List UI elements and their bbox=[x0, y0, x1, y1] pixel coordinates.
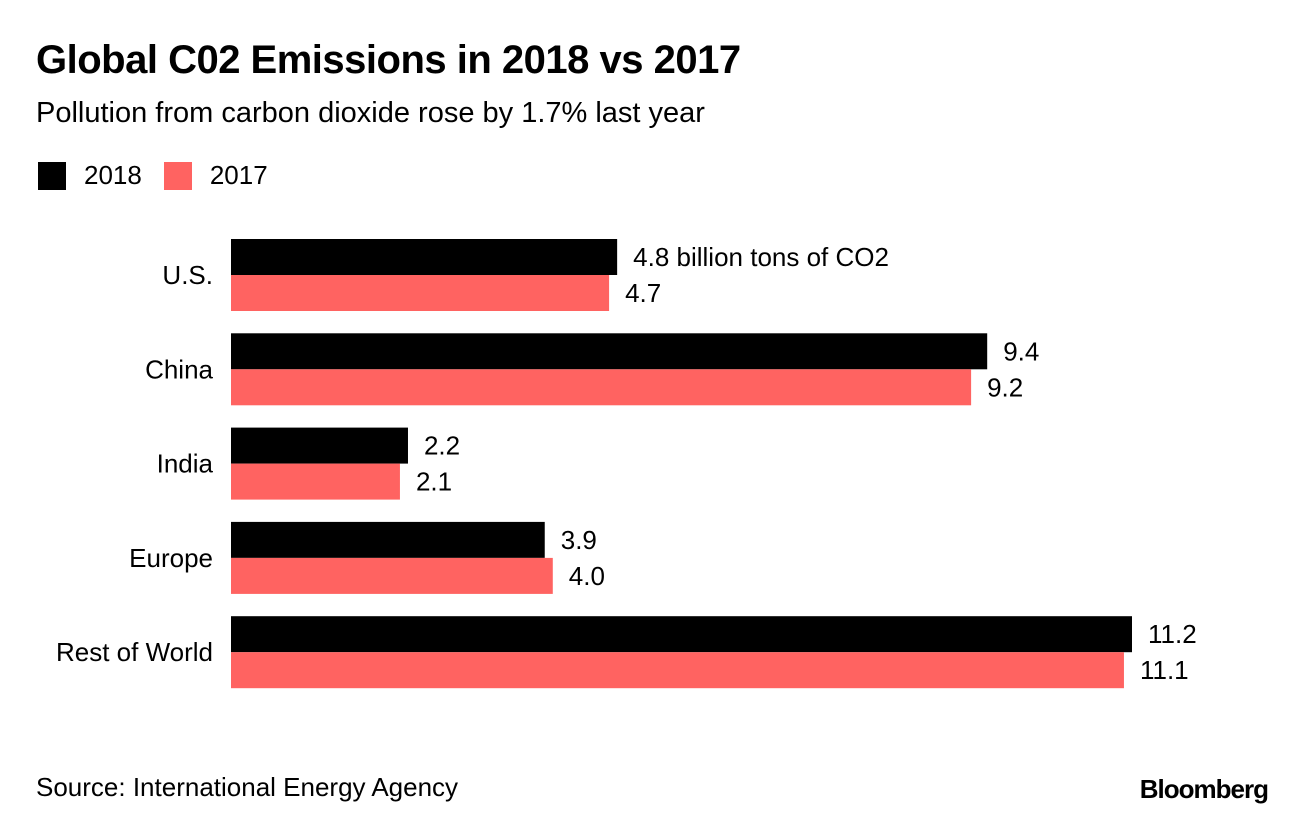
legend-swatch-2018 bbox=[38, 161, 66, 190]
data-label-europe-2017: 4.0 bbox=[569, 561, 605, 591]
data-label-india-2017: 2.1 bbox=[416, 467, 452, 497]
data-label-china-2018: 9.4 bbox=[1003, 336, 1039, 366]
chart-subtitle: Pollution from carbon dioxide rose by 1.… bbox=[36, 97, 705, 129]
chart-title: Global C02 Emissions in 2018 vs 2017 bbox=[36, 38, 741, 82]
bar-u-s-2018 bbox=[231, 239, 618, 275]
category-label-europe: Europe bbox=[129, 543, 213, 573]
legend: 2018 2017 bbox=[38, 160, 290, 191]
bar-europe-2017 bbox=[231, 557, 553, 594]
bar-china-2017 bbox=[231, 369, 972, 406]
legend-swatch-2017 bbox=[163, 161, 192, 190]
bar-india-2018 bbox=[231, 427, 408, 464]
bar-india-2017 bbox=[231, 463, 400, 500]
data-label-u-s-2017: 4.7 bbox=[625, 278, 661, 308]
bar-rest-of-world-2018 bbox=[231, 616, 1132, 653]
category-label-rest-of-world: Rest of World bbox=[56, 637, 213, 667]
category-label-india: India bbox=[157, 449, 214, 479]
data-label-india-2018: 2.2 bbox=[424, 431, 460, 461]
bar-rest-of-world-2017 bbox=[231, 652, 1124, 689]
category-label-u-s: U.S. bbox=[162, 260, 213, 290]
bar-china-2018 bbox=[231, 333, 988, 370]
source-note: Source: International Energy Agency bbox=[36, 772, 459, 802]
legend-item-2017: 2017 bbox=[163, 160, 268, 191]
bar-chart: U.S. 4.8 billion tons of CO2 4.7 China 9.4 9.… bbox=[56, 239, 1197, 689]
data-label-rest-of-world-2017: 11.1 bbox=[1140, 655, 1189, 685]
legend-item-2018: 2018 bbox=[38, 160, 142, 191]
data-label-rest-of-world-2018: 11.2 bbox=[1148, 619, 1197, 649]
data-label-europe-2018: 3.9 bbox=[561, 525, 597, 555]
category-label-china: China bbox=[145, 354, 213, 384]
legend-label-2018: 2018 bbox=[84, 160, 142, 190]
data-label-u-s-2018: 4.8 billion tons of CO2 bbox=[633, 242, 889, 272]
legend-label-2017: 2017 bbox=[209, 160, 268, 190]
bar-europe-2018 bbox=[231, 521, 545, 558]
data-label-china-2017: 9.2 bbox=[987, 372, 1023, 402]
bloomberg-logo: Bloomberg bbox=[1139, 774, 1269, 804]
bar-u-s-2017 bbox=[231, 275, 610, 311]
